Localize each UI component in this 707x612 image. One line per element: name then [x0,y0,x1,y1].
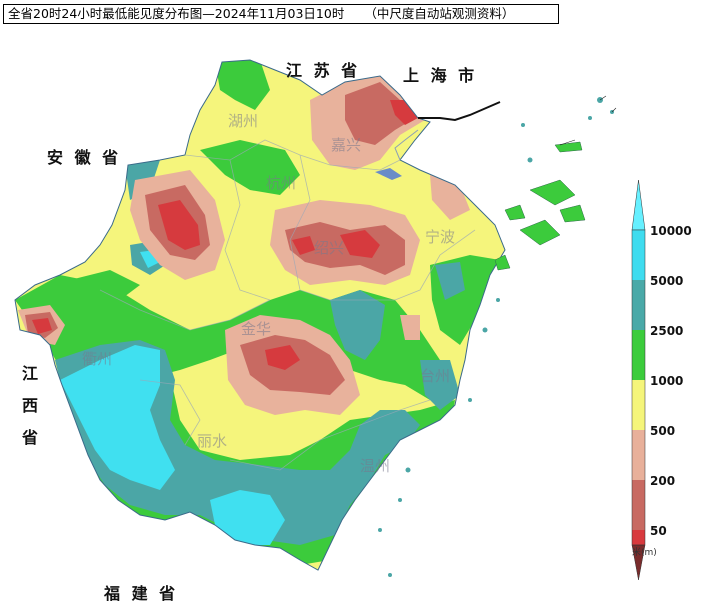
legend-band-500 [632,430,645,480]
zone-2500-north [215,60,270,110]
legend-label-500: 500 [650,424,676,438]
city-label-taizhou: 台州 [420,367,451,385]
zone-5000-central [330,290,385,360]
zone-2500-hangzhou [200,140,300,195]
province-label-jiangxi-1: 江 [22,364,42,383]
zone-10000-southwest [60,345,175,490]
zone-50-jiaxing [390,100,418,125]
zone-200-jiaxing [345,82,415,145]
legend-label-2500: 2500 [650,324,684,338]
province-border [14,59,506,571]
city-label-lishui: 丽水 [197,432,228,450]
legend-band-50 [632,530,645,545]
qiantang-river [375,168,402,180]
legend-band-5000 [632,280,645,330]
title-source: （中尺度自动站观测资料） [364,6,515,21]
province-label-anhui: 安 徽 省 [47,148,122,167]
legend-band-200 [632,480,645,530]
zone-200-shaoxing [285,222,405,275]
city-label-quzhou: 衢州 [82,350,113,368]
zone-2500-northwest [70,270,140,300]
zone-50-shaoxing [340,230,380,258]
city-label-wenzhou: 温州 [360,457,391,475]
legend-band-1000 [632,380,645,430]
zone-10000-south [210,490,285,545]
zone-500-east [400,315,420,340]
small-islands [378,97,614,577]
title-main: 全省20时24小时最低能见度分布图—2024年11月03日10时 [8,6,345,21]
legend-band-2500 [632,330,645,380]
legend-label-10000: 10000 [650,224,692,238]
city-label-ningbo: 宁波 [425,228,456,246]
legend-band-10000 [632,230,645,280]
province-label-jiangxi-3: 省 [22,428,42,447]
map-title: 全省20时24小时最低能见度分布图—2024年11月03日10时 （中尺度自动站观… [3,4,559,24]
province-label-jiangsu: 江 苏 省 [286,61,361,80]
city-label-jinhua: 金华 [241,320,272,338]
legend-label-50: 50 [650,524,667,538]
legend-label-200: 200 [650,474,676,488]
city-label-shaoxing: 绍兴 [314,239,345,257]
legend-colorbar [631,179,646,581]
legend-unit: 米(m) [632,548,657,558]
city-label-hangzhou: 杭州 [266,174,297,192]
prefecture-boundaries [99,139,476,471]
province-label-shanghai: 上 海 市 [403,66,478,85]
zone-50-jinhua [265,345,300,370]
legend-label-1000: 1000 [650,374,684,388]
zone-50-west [32,318,52,334]
zone-50-northwest [158,200,200,250]
hangzhou-bay-coast [394,129,419,161]
islands-outline [559,95,617,146]
province-label-jiangxi-2: 西 [22,396,42,415]
city-label-jiaxing: 嘉兴 [331,136,362,154]
shanghai-outline [418,101,501,122]
legend-top-arrow [631,179,646,231]
city-label-huzhou: 湖州 [228,112,259,130]
zhoushan-islands [494,141,586,271]
legend-label-5000: 5000 [650,274,684,288]
zone-50-shaoxing-west [292,236,315,255]
zone-5000-northeast [435,262,465,300]
province-label-fujian: 福 建 省 [104,584,179,603]
zone-5000-taizhou [420,360,460,410]
